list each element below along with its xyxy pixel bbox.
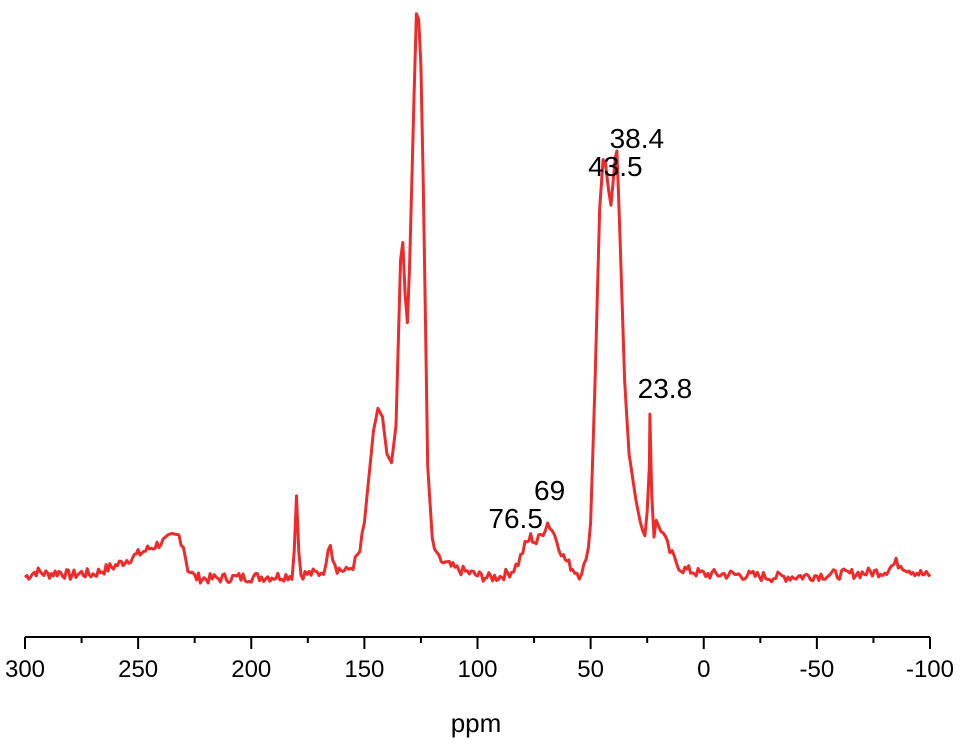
x-tick-label: 0	[697, 656, 710, 683]
x-tick-label: -100	[906, 656, 954, 683]
x-tick-label: 300	[5, 656, 45, 683]
peak-label: 76.5	[488, 503, 543, 534]
x-tick-label: 200	[231, 656, 271, 683]
x-tick-label: -50	[800, 656, 835, 683]
x-tick-label: 250	[118, 656, 158, 683]
x-axis-label: ppm	[451, 708, 502, 738]
plot-area	[24, 12, 932, 585]
peak-label: 43.5	[588, 151, 643, 182]
peak-label: 23.8	[638, 373, 693, 404]
peak-label: 69	[534, 475, 565, 506]
spectrum-line-0	[24, 12, 932, 585]
x-axis: 300 250 200 150 100 50 0 -50 -100	[5, 636, 954, 683]
x-tick-label: 100	[457, 656, 497, 683]
peak-label: 38.4	[610, 123, 665, 154]
x-tick-label: 50	[577, 656, 604, 683]
x-tick-label: 150	[344, 656, 384, 683]
